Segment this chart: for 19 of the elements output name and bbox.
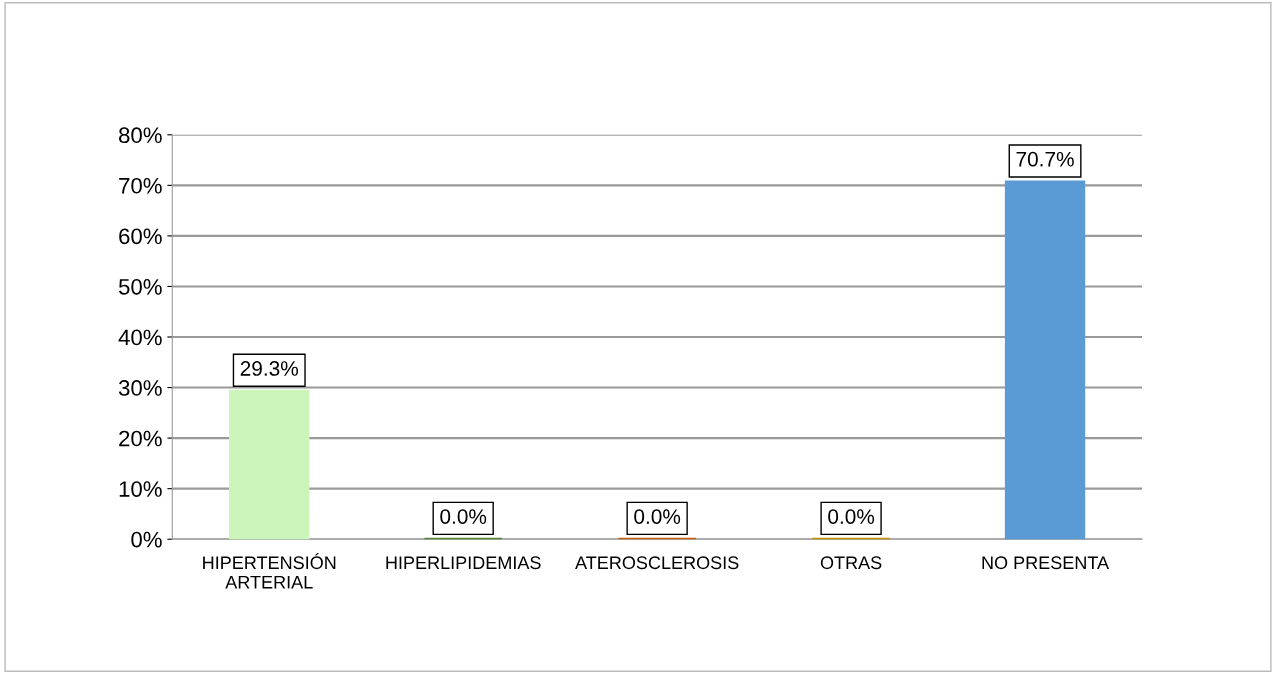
y-tick-label: 10% — [119, 481, 162, 497]
x-tick-label: NO PRESENTA — [982, 556, 1110, 570]
data-label: 70.7% — [1016, 151, 1074, 167]
y-tick-label: 60% — [119, 228, 162, 245]
x-tick-label: HIPERTENSIÓN ARTERIAL — [203, 553, 336, 589]
x-tick-label: HIPERLIPIDEMIAS — [386, 556, 541, 570]
y-tick-label: 40% — [118, 329, 162, 346]
y-tick-label: 70% — [119, 177, 162, 194]
y-tick-label: 50% — [118, 278, 162, 295]
y-tick-label: 0% — [131, 531, 162, 548]
data-label: 0.0% — [440, 509, 487, 524]
data-label: 0.0% — [634, 509, 681, 524]
x-tick-label: ATEROSCLEROSIS — [575, 556, 739, 570]
x-tick-label: OTRAS — [820, 556, 882, 570]
data-label: 29.3% — [240, 361, 299, 376]
y-tick-label: 80% — [119, 127, 162, 144]
data-label: 0.0% — [828, 509, 875, 524]
y-tick-label: 20% — [119, 430, 162, 447]
y-tick-label: 30% — [118, 380, 162, 396]
